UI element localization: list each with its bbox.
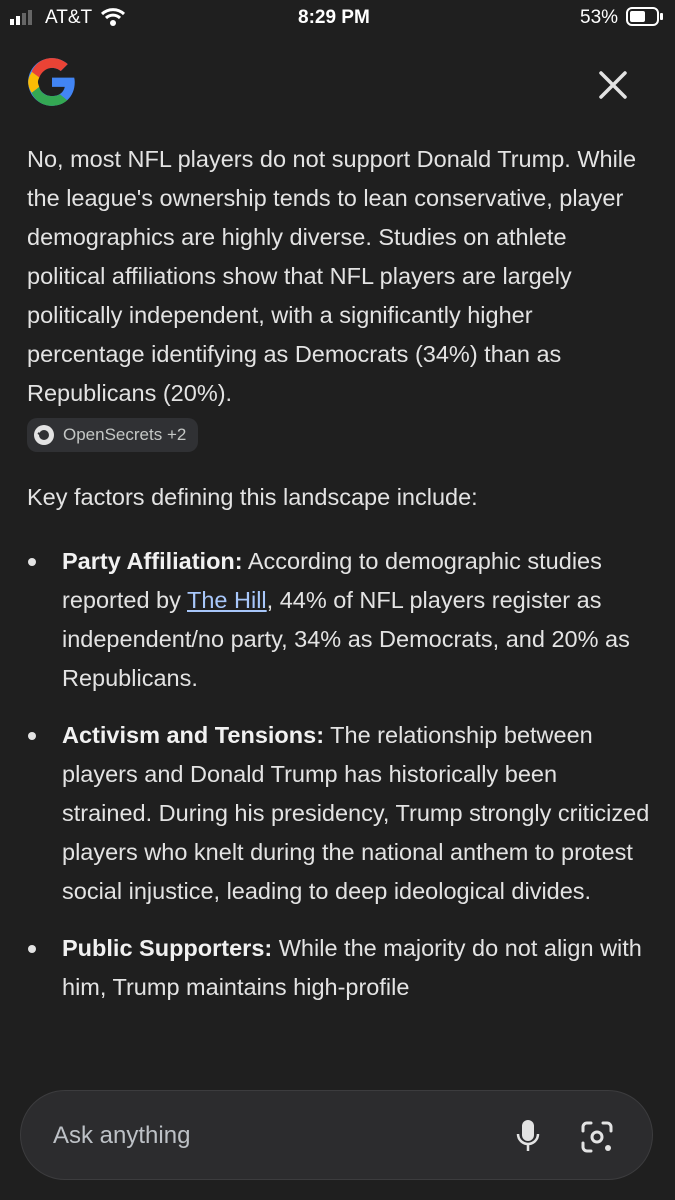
battery-percent: 53%	[580, 7, 619, 28]
bullet-title: Activism and Tensions:	[62, 722, 325, 748]
close-button[interactable]	[597, 69, 629, 101]
bullet-text: The relationship between players and Don…	[62, 722, 650, 904]
bullet-item: Public Supporters: While the majority do…	[0, 929, 652, 1007]
search-bar[interactable]: Ask anything	[20, 1090, 653, 1180]
intro: Key factors defining this landscape incl…	[27, 484, 478, 510]
google-logo	[28, 58, 75, 106]
bullet-item: Activism and Tensions: The relationship …	[0, 716, 652, 911]
bullet-text: According to demographic studies reporte…	[62, 548, 602, 613]
source-chip[interactable]: OpenSecrets +2	[27, 418, 199, 452]
signal-icon	[10, 10, 32, 25]
wifi-icon	[100, 8, 126, 26]
carrier: AT&T	[45, 7, 93, 28]
bullet-list: Party Affiliation: According to demograp…	[0, 542, 675, 1047]
source-icon	[34, 425, 54, 445]
mic-button[interactable]	[515, 1119, 541, 1153]
bullet-title: Party Affiliation:	[62, 548, 243, 574]
bullet-title: Public Supporters:	[62, 935, 273, 961]
search-placeholder: Ask anything	[53, 1122, 191, 1149]
bullet-item: Party Affiliation: According to demograp…	[0, 542, 652, 698]
answer-paragraph: No, most NFL players do not support Dona…	[27, 146, 637, 406]
bullet-text: , 44% of NFL players register as indepen…	[62, 587, 630, 691]
clock: 8:29 PM	[298, 7, 370, 28]
source-link[interactable]: The Hill	[187, 587, 267, 613]
battery-icon	[626, 7, 663, 26]
lens-button[interactable]	[581, 1121, 613, 1153]
bullet-text: While the majority do not align with him…	[62, 935, 642, 1000]
source-label: OpenSecrets +2	[63, 425, 187, 444]
status-bar: AT&T 8:29 PM 53%	[0, 0, 675, 36]
